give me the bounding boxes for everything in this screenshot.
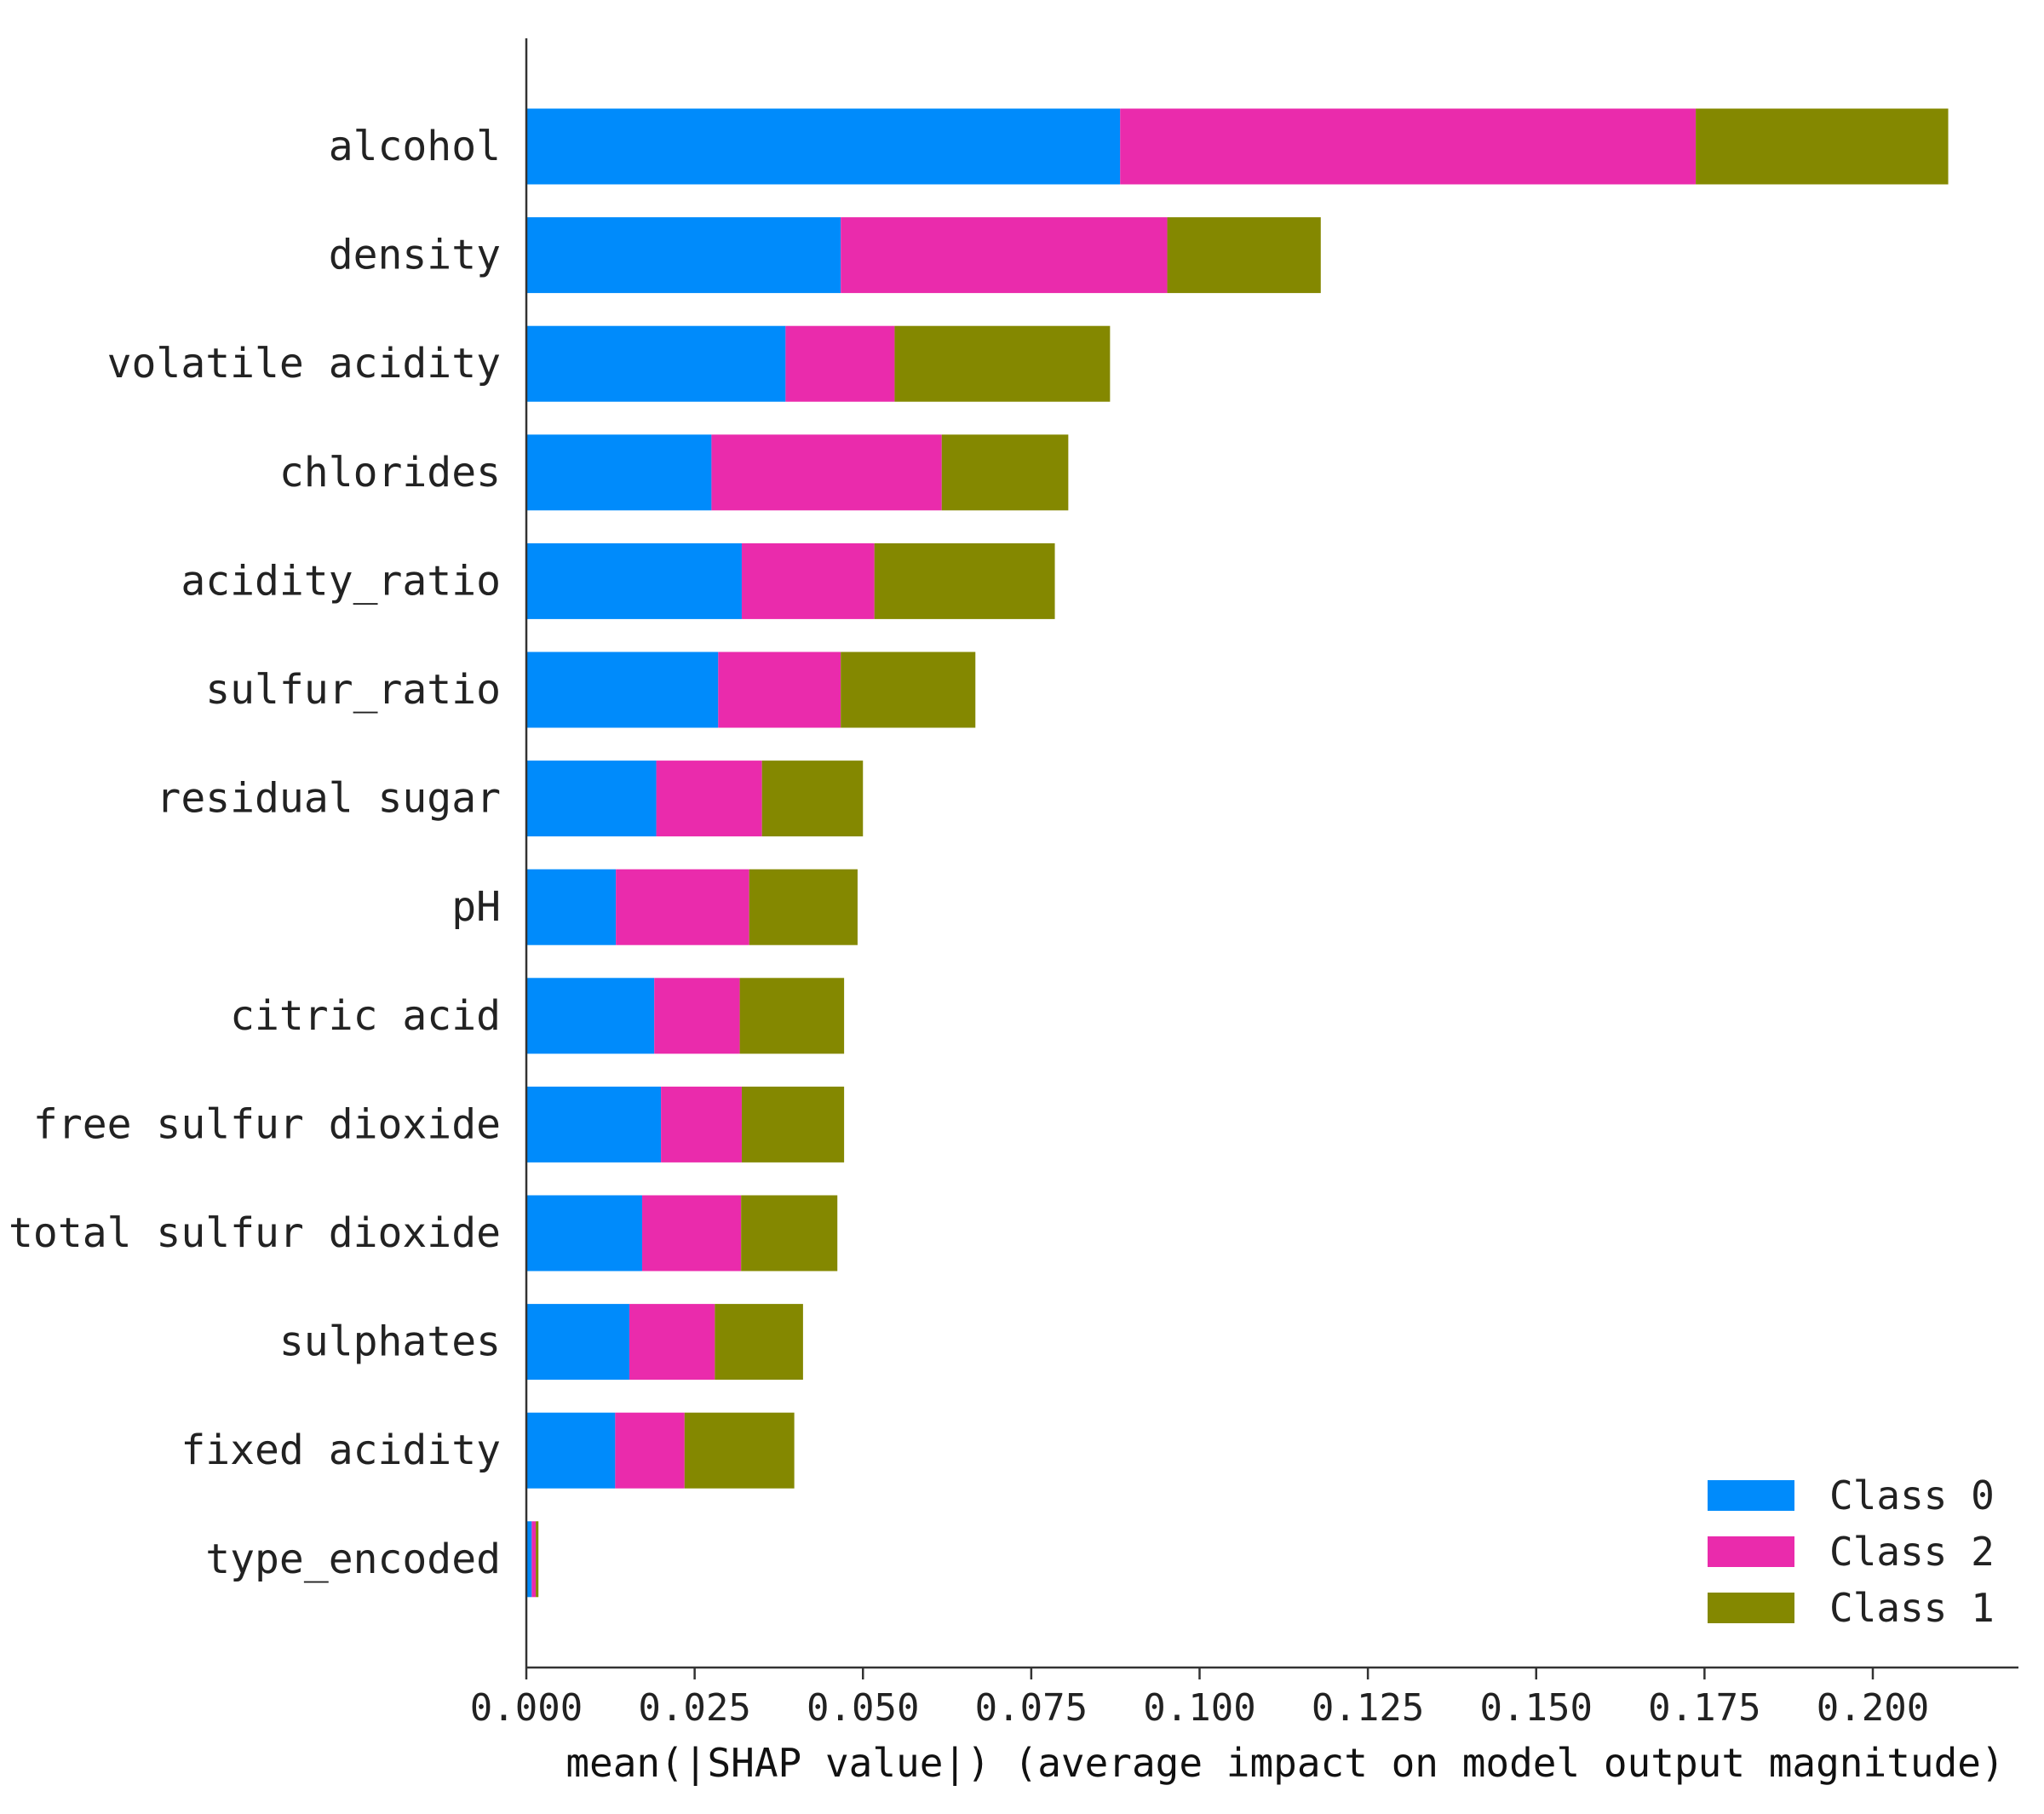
bar-segment <box>526 434 712 511</box>
bar-segment <box>739 978 845 1054</box>
category-label: residual sugar <box>156 775 501 823</box>
category-labels: alcohol density volatile acidity chlorides a… <box>9 123 501 1583</box>
bar-segment <box>1696 108 1949 185</box>
x-tick-label: 0.125 <box>1312 1686 1424 1730</box>
legend-swatch <box>1708 1536 1794 1567</box>
x-tick-label: 0.175 <box>1648 1686 1760 1730</box>
bar-segment <box>741 542 875 619</box>
bar-segment <box>526 1521 532 1598</box>
bar-segment <box>641 1195 742 1272</box>
bar-segment <box>785 325 895 402</box>
legend-label: Class 2 <box>1829 1529 1995 1575</box>
x-tick-label: 0.050 <box>807 1686 919 1730</box>
bar-segment <box>526 761 657 837</box>
legend-label: Class 1 <box>1829 1585 1995 1631</box>
bar-segment <box>874 542 1055 619</box>
legend-label: Class 0 <box>1829 1472 1995 1518</box>
bar-segment <box>629 1304 715 1381</box>
bar-segment <box>526 1195 642 1272</box>
bar-segment <box>656 761 762 837</box>
bar-segment <box>749 869 858 945</box>
bar-segment <box>661 1086 742 1162</box>
bar-segment <box>526 325 786 402</box>
bar-segment <box>711 434 942 511</box>
bar-segment <box>684 1412 795 1489</box>
bar-segment <box>526 1412 616 1489</box>
legend-swatch <box>1708 1593 1794 1623</box>
category-label: sulfur_ratio <box>205 666 501 714</box>
bar-segment <box>718 652 841 728</box>
category-label: acidity_ratio <box>181 557 501 605</box>
bar-segment <box>841 217 1168 294</box>
x-axis-ticks: 0.000 0.025 0.050 0.075 0.100 0.125 0.150 0.175… <box>470 1668 1929 1730</box>
bar-segment <box>761 761 864 837</box>
x-tick-label: 0.000 <box>470 1686 583 1730</box>
bar-segment <box>1167 217 1321 294</box>
category-label: citric acid <box>230 992 501 1040</box>
bar-segment <box>841 652 976 728</box>
category-label: sulphates <box>279 1318 501 1366</box>
bar-segment <box>526 869 617 945</box>
x-tick-label: 0.075 <box>975 1686 1088 1730</box>
category-label: free sulfur dioxide <box>33 1100 501 1148</box>
legend-swatch <box>1708 1480 1794 1511</box>
bar-segment <box>536 1521 539 1598</box>
bar-segment <box>941 434 1069 511</box>
category-label: fixed acidity <box>181 1427 501 1474</box>
bar-segment <box>531 1521 537 1598</box>
legend: Class 0 Class 2 Class 1 <box>1708 1472 1995 1631</box>
bar-segment <box>526 652 719 728</box>
category-label: alcohol <box>329 123 501 170</box>
category-label: volatile acidity <box>107 340 501 387</box>
x-tick-label: 0.150 <box>1480 1686 1593 1730</box>
x-tick-label: 0.025 <box>638 1686 750 1730</box>
bar-segment <box>894 325 1111 402</box>
bar-segment <box>526 1086 662 1162</box>
x-axis-title: mean(|SHAP value|) (average impact on mo… <box>566 1740 2004 1787</box>
bar-segment <box>615 1412 685 1489</box>
category-label: type_encoded <box>205 1536 501 1583</box>
category-label: total sulfur dioxide <box>9 1209 501 1257</box>
bar-segment <box>654 978 740 1054</box>
bar-segment <box>715 1304 803 1381</box>
category-label: chlorides <box>279 449 501 497</box>
bar-segment <box>741 1086 845 1162</box>
bar-segment <box>616 869 749 945</box>
x-tick-label: 0.200 <box>1817 1686 1929 1730</box>
bar-segment <box>1120 108 1697 185</box>
bars-layer <box>526 108 1949 1598</box>
bar-segment <box>741 1195 838 1272</box>
bar-segment <box>526 217 841 294</box>
bar-segment <box>526 1304 629 1381</box>
x-tick-label: 0.100 <box>1143 1686 1255 1730</box>
bar-segment <box>526 542 742 619</box>
category-label: pH <box>451 883 501 931</box>
bar-segment <box>526 108 1121 185</box>
category-label: density <box>329 232 501 279</box>
bar-segment <box>526 978 655 1054</box>
